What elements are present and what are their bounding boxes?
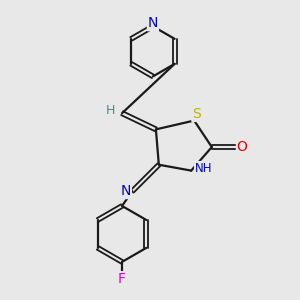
Text: H: H <box>106 104 116 117</box>
Text: S: S <box>192 107 201 121</box>
Text: NH: NH <box>195 162 212 175</box>
Text: O: O <box>237 140 248 154</box>
Text: N: N <box>148 16 158 30</box>
Text: F: F <box>118 272 126 286</box>
Text: N: N <box>121 184 131 198</box>
